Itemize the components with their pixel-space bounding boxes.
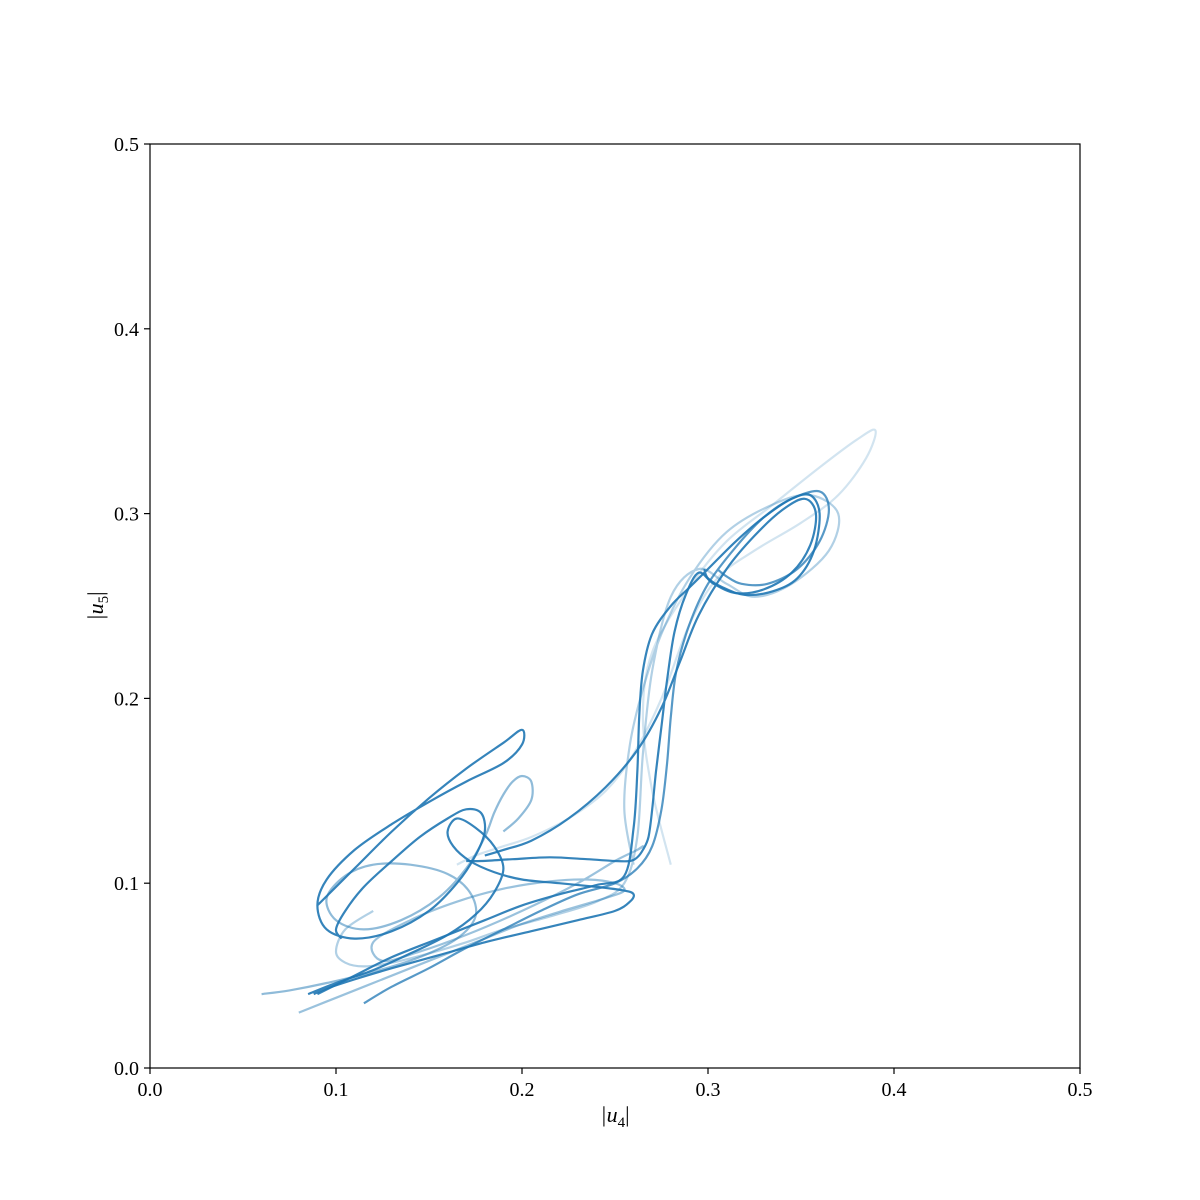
trajectory-series-6 [466,497,818,863]
x-tick-label-4: 0.4 [882,1079,907,1101]
trajectory-series-7 [307,817,635,996]
trajectory-series-3 [261,774,534,996]
trajectory-series-8 [363,489,830,1005]
y-tick-label-1: 0.1 [114,873,139,895]
y-tick-label-4: 0.4 [114,319,139,341]
trajectory-series-layer [261,428,877,1014]
x-axis-ticks: 0.0 0.1 0.2 0.3 0.4 0.5 [138,1068,1093,1101]
plot-frame [149,143,1081,1069]
trajectory-series-1 [334,493,841,968]
y-tick-label-0: 0.0 [114,1058,139,1080]
x-tick-label-0: 0.0 [138,1079,163,1101]
x-tick-label-1: 0.1 [324,1079,349,1101]
x-tick-label-3: 0.3 [696,1079,721,1101]
y-tick-label-2: 0.2 [114,688,139,710]
x-axis-label: |u4| [601,1102,630,1131]
y-tick-label-3: 0.3 [114,504,139,526]
x-tick-label-2: 0.2 [510,1079,535,1101]
x-tick-label-5: 0.5 [1068,1079,1093,1101]
trajectory-series-5 [316,493,821,996]
y-axis-label: |u5| [83,592,112,621]
y-tick-label-5: 0.5 [114,134,139,156]
y-axis-ticks: 0.0 0.1 0.2 0.3 0.4 0.5 [114,134,150,1080]
trajectory-series-4 [316,728,526,940]
